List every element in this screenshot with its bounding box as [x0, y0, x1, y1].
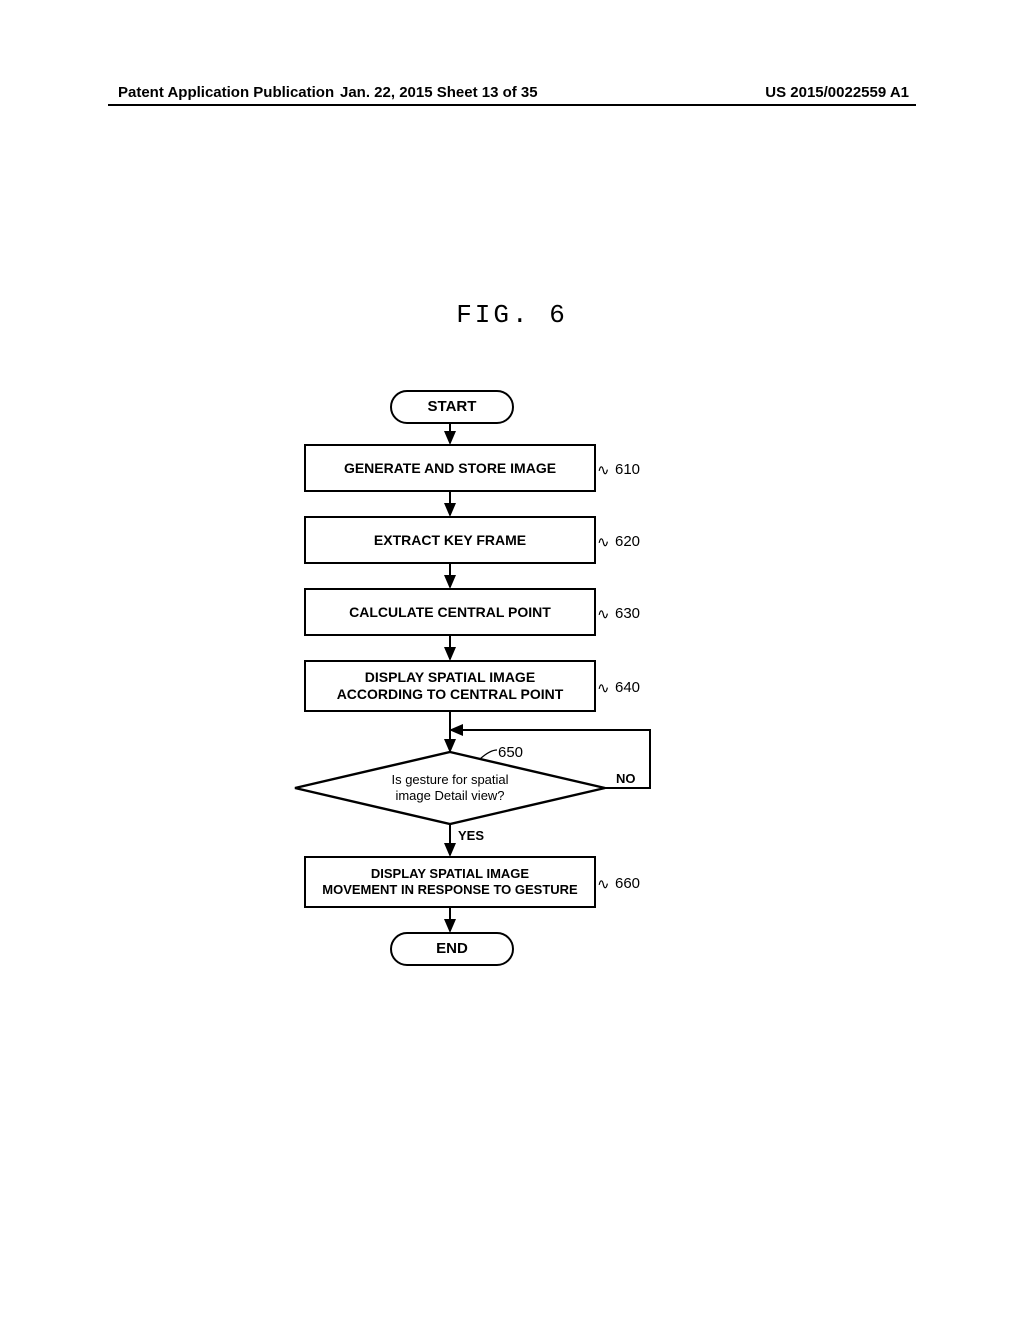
- svg-text:image Detail view?: image Detail view?: [395, 788, 504, 803]
- flowchart-svg: Is gesture for spatial image Detail view…: [0, 390, 1024, 1010]
- header-mid: Jan. 22, 2015 Sheet 13 of 35: [340, 84, 538, 101]
- header-right: US 2015/0022559 A1: [765, 84, 909, 101]
- svg-text:Is gesture for spatial: Is gesture for spatial: [391, 772, 508, 787]
- header-rule: [108, 104, 916, 106]
- figure-title: FIG. 6: [0, 300, 1024, 330]
- header-left: Patent Application Publication: [118, 84, 334, 101]
